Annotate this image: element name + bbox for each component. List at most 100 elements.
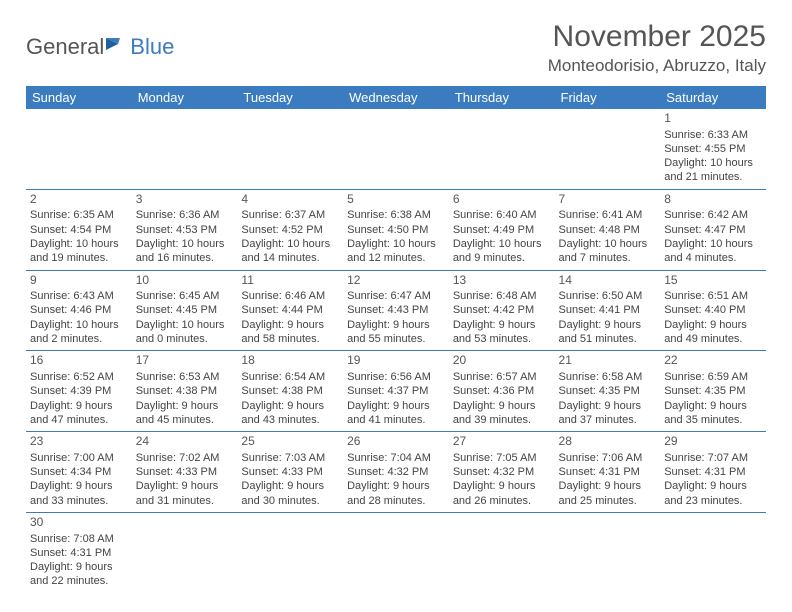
day-info-daylight1: Daylight: 10 hours	[664, 237, 762, 251]
day-number: 6	[453, 192, 551, 208]
calendar-cell-empty	[449, 512, 555, 592]
calendar-cell-empty	[343, 109, 449, 189]
day-info-daylight2: and 12 minutes.	[347, 251, 445, 265]
weekday-header-row: SundayMondayTuesdayWednesdayThursdayFrid…	[26, 86, 766, 109]
day-number: 26	[347, 434, 445, 450]
day-number: 7	[559, 192, 657, 208]
day-number: 11	[241, 273, 339, 289]
day-info-daylight1: Daylight: 9 hours	[30, 479, 128, 493]
calendar-cell: 2Sunrise: 6:35 AMSunset: 4:54 PMDaylight…	[26, 189, 132, 270]
calendar-cell-empty	[555, 109, 661, 189]
day-info-daylight1: Daylight: 10 hours	[30, 318, 128, 332]
day-info-sunrise: Sunrise: 7:02 AM	[136, 451, 234, 465]
calendar-cell: 25Sunrise: 7:03 AMSunset: 4:33 PMDayligh…	[237, 432, 343, 513]
day-info-sunset: Sunset: 4:31 PM	[664, 465, 762, 479]
calendar-cell: 27Sunrise: 7:05 AMSunset: 4:32 PMDayligh…	[449, 432, 555, 513]
day-info-daylight1: Daylight: 9 hours	[559, 399, 657, 413]
day-info-sunset: Sunset: 4:50 PM	[347, 223, 445, 237]
day-info-sunset: Sunset: 4:54 PM	[30, 223, 128, 237]
calendar-cell-empty	[237, 109, 343, 189]
day-info-daylight2: and 0 minutes.	[136, 332, 234, 346]
day-info-sunset: Sunset: 4:31 PM	[559, 465, 657, 479]
calendar-cell: 19Sunrise: 6:56 AMSunset: 4:37 PMDayligh…	[343, 351, 449, 432]
calendar-cell: 6Sunrise: 6:40 AMSunset: 4:49 PMDaylight…	[449, 189, 555, 270]
day-info-sunrise: Sunrise: 6:58 AM	[559, 370, 657, 384]
day-info-sunrise: Sunrise: 6:50 AM	[559, 289, 657, 303]
calendar-cell: 15Sunrise: 6:51 AMSunset: 4:40 PMDayligh…	[660, 270, 766, 351]
day-info-daylight1: Daylight: 9 hours	[664, 399, 762, 413]
day-info-sunset: Sunset: 4:33 PM	[241, 465, 339, 479]
day-info-sunrise: Sunrise: 6:38 AM	[347, 208, 445, 222]
day-info-daylight1: Daylight: 9 hours	[347, 318, 445, 332]
day-info-daylight2: and 26 minutes.	[453, 494, 551, 508]
day-info-daylight1: Daylight: 9 hours	[347, 479, 445, 493]
calendar-cell: 16Sunrise: 6:52 AMSunset: 4:39 PMDayligh…	[26, 351, 132, 432]
day-info-sunrise: Sunrise: 7:08 AM	[30, 532, 128, 546]
day-info-sunrise: Sunrise: 7:06 AM	[559, 451, 657, 465]
calendar-cell: 13Sunrise: 6:48 AMSunset: 4:42 PMDayligh…	[449, 270, 555, 351]
day-info-sunset: Sunset: 4:52 PM	[241, 223, 339, 237]
day-info-daylight2: and 25 minutes.	[559, 494, 657, 508]
day-info-sunrise: Sunrise: 6:40 AM	[453, 208, 551, 222]
header: GeneralBlue November 2025 Monteodorisio,…	[26, 20, 766, 76]
day-number: 1	[664, 111, 762, 127]
flag-icon	[106, 34, 128, 60]
day-info-sunset: Sunset: 4:31 PM	[30, 546, 128, 560]
day-info-sunrise: Sunrise: 7:03 AM	[241, 451, 339, 465]
day-info-daylight2: and 55 minutes.	[347, 332, 445, 346]
calendar-cell: 5Sunrise: 6:38 AMSunset: 4:50 PMDaylight…	[343, 189, 449, 270]
day-info-daylight2: and 43 minutes.	[241, 413, 339, 427]
calendar-cell: 12Sunrise: 6:47 AMSunset: 4:43 PMDayligh…	[343, 270, 449, 351]
calendar-cell: 10Sunrise: 6:45 AMSunset: 4:45 PMDayligh…	[132, 270, 238, 351]
day-info-sunrise: Sunrise: 6:42 AM	[664, 208, 762, 222]
calendar-cell: 23Sunrise: 7:00 AMSunset: 4:34 PMDayligh…	[26, 432, 132, 513]
day-info-daylight2: and 23 minutes.	[664, 494, 762, 508]
day-number: 13	[453, 273, 551, 289]
calendar-table: SundayMondayTuesdayWednesdayThursdayFrid…	[26, 86, 766, 593]
day-number: 4	[241, 192, 339, 208]
day-info-daylight2: and 35 minutes.	[664, 413, 762, 427]
calendar-cell-empty	[343, 512, 449, 592]
day-info-daylight2: and 58 minutes.	[241, 332, 339, 346]
calendar-cell: 22Sunrise: 6:59 AMSunset: 4:35 PMDayligh…	[660, 351, 766, 432]
calendar-cell: 17Sunrise: 6:53 AMSunset: 4:38 PMDayligh…	[132, 351, 238, 432]
calendar-cell: 1Sunrise: 6:33 AMSunset: 4:55 PMDaylight…	[660, 109, 766, 189]
day-info-sunset: Sunset: 4:39 PM	[30, 384, 128, 398]
calendar-cell: 7Sunrise: 6:41 AMSunset: 4:48 PMDaylight…	[555, 189, 661, 270]
calendar-cell: 4Sunrise: 6:37 AMSunset: 4:52 PMDaylight…	[237, 189, 343, 270]
day-info-daylight2: and 9 minutes.	[453, 251, 551, 265]
day-number: 28	[559, 434, 657, 450]
day-info-sunset: Sunset: 4:32 PM	[347, 465, 445, 479]
calendar-row: 1Sunrise: 6:33 AMSunset: 4:55 PMDaylight…	[26, 109, 766, 189]
day-info-daylight2: and 33 minutes.	[30, 494, 128, 508]
day-info-sunset: Sunset: 4:35 PM	[664, 384, 762, 398]
calendar-row: 2Sunrise: 6:35 AMSunset: 4:54 PMDaylight…	[26, 189, 766, 270]
calendar-cell: 30Sunrise: 7:08 AMSunset: 4:31 PMDayligh…	[26, 512, 132, 592]
calendar-row: 23Sunrise: 7:00 AMSunset: 4:34 PMDayligh…	[26, 432, 766, 513]
day-info-sunset: Sunset: 4:49 PM	[453, 223, 551, 237]
day-info-daylight1: Daylight: 9 hours	[664, 318, 762, 332]
day-info-daylight2: and 28 minutes.	[347, 494, 445, 508]
day-info-sunrise: Sunrise: 7:05 AM	[453, 451, 551, 465]
day-info-sunset: Sunset: 4:55 PM	[664, 142, 762, 156]
day-number: 16	[30, 353, 128, 369]
day-info-sunset: Sunset: 4:41 PM	[559, 303, 657, 317]
day-number: 10	[136, 273, 234, 289]
calendar-row: 9Sunrise: 6:43 AMSunset: 4:46 PMDaylight…	[26, 270, 766, 351]
day-info-daylight1: Daylight: 9 hours	[30, 560, 128, 574]
day-number: 22	[664, 353, 762, 369]
day-info-daylight1: Daylight: 9 hours	[241, 318, 339, 332]
day-info-sunrise: Sunrise: 6:57 AM	[453, 370, 551, 384]
day-info-sunset: Sunset: 4:34 PM	[30, 465, 128, 479]
day-number: 15	[664, 273, 762, 289]
day-info-sunset: Sunset: 4:43 PM	[347, 303, 445, 317]
day-number: 3	[136, 192, 234, 208]
day-info-daylight2: and 45 minutes.	[136, 413, 234, 427]
calendar-cell-empty	[555, 512, 661, 592]
day-number: 14	[559, 273, 657, 289]
day-number: 8	[664, 192, 762, 208]
day-info-sunset: Sunset: 4:40 PM	[664, 303, 762, 317]
day-info-sunrise: Sunrise: 6:37 AM	[241, 208, 339, 222]
day-info-sunrise: Sunrise: 6:51 AM	[664, 289, 762, 303]
day-number: 21	[559, 353, 657, 369]
